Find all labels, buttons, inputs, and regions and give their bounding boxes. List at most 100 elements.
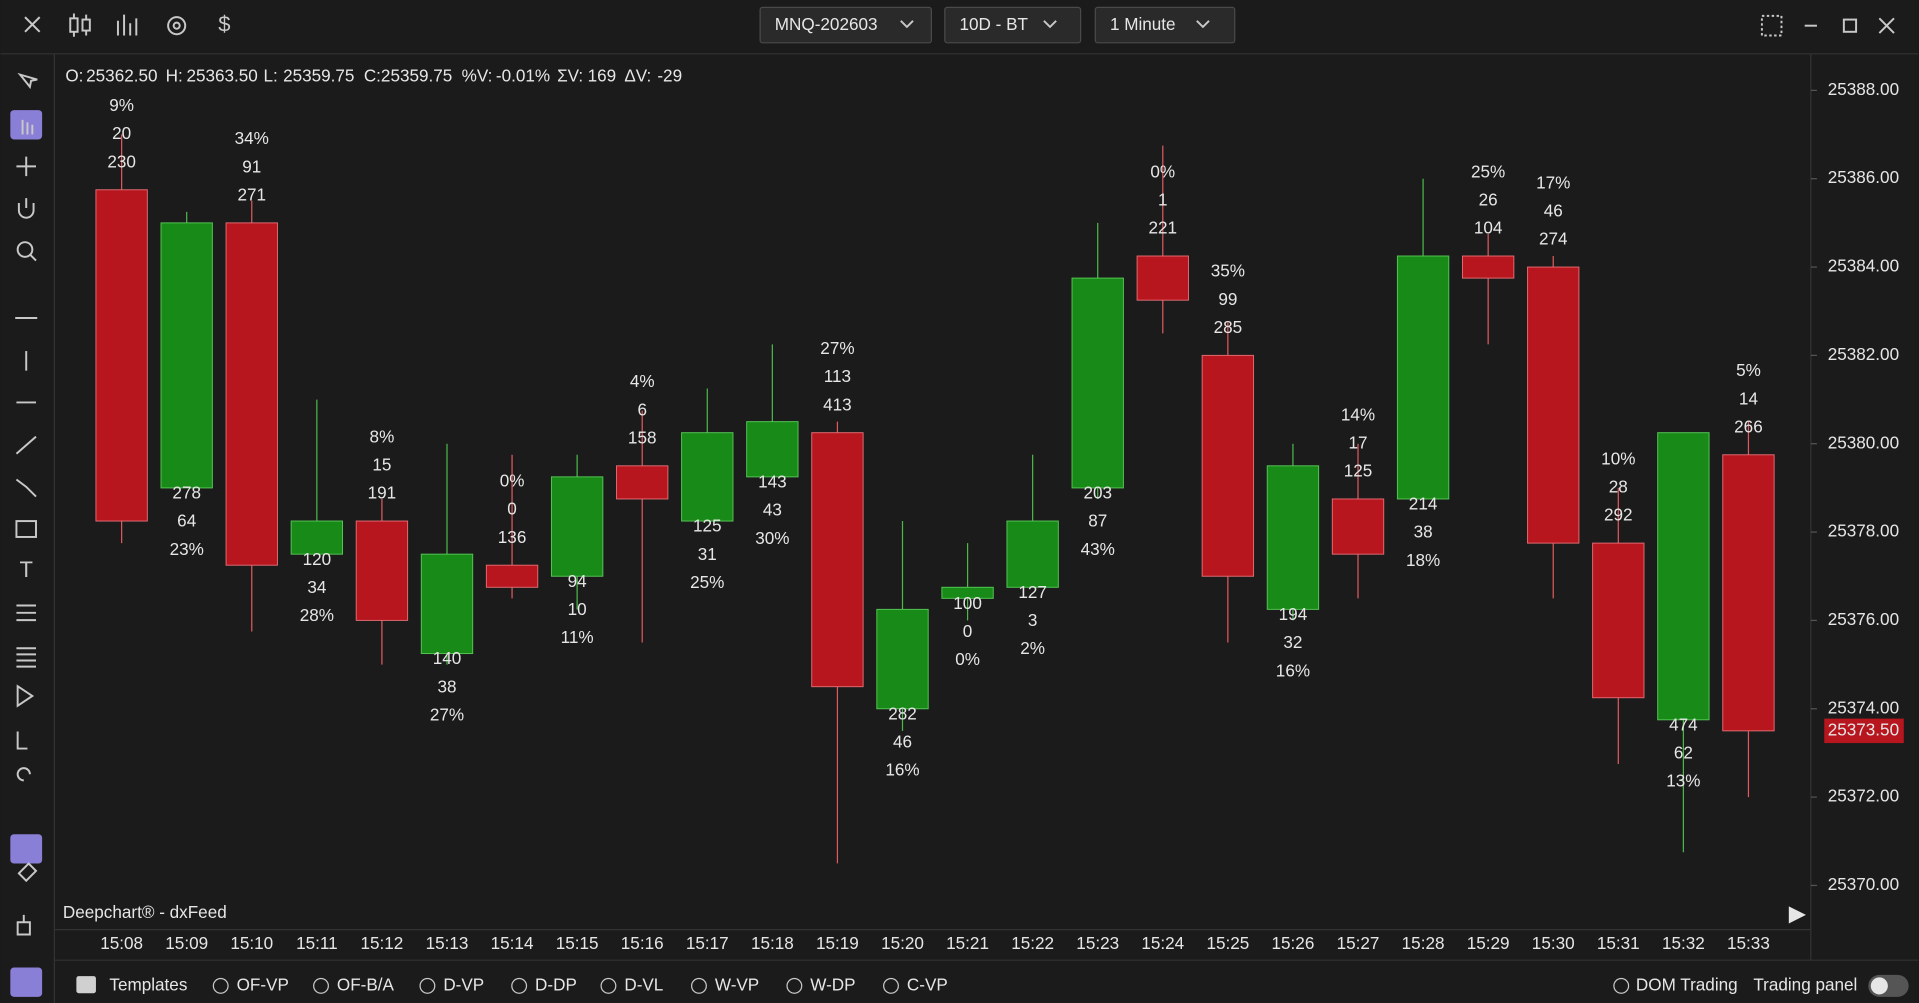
x-tick-label: 15:09 (165, 934, 208, 953)
delta-label: 26 (1479, 190, 1498, 209)
templates[interactable]: Templates (109, 975, 187, 994)
volume-label: 282 (888, 704, 917, 723)
delta-pct-label: 35% (1211, 262, 1245, 281)
x-tick-label: 15:08 (100, 934, 143, 953)
x-tick-label: 15:17 (686, 934, 729, 953)
radio[interactable] (600, 977, 617, 994)
fib-tool[interactable] (16, 604, 37, 622)
delta-pct-label: 28% (300, 606, 334, 625)
volume-icon[interactable] (116, 14, 138, 36)
x-tick-label: 15:31 (1597, 934, 1640, 953)
close-icon[interactable] (24, 16, 41, 33)
pointer-tool[interactable] (17, 72, 38, 90)
candle-body (1461, 255, 1515, 279)
template-option[interactable]: D-VL (624, 975, 663, 994)
delta-pct-label: 8% (370, 427, 395, 446)
radio[interactable] (786, 977, 803, 994)
ohlc-label: H: (166, 67, 183, 86)
x-tick-label: 15:10 (230, 934, 273, 953)
delta-pct-label: 25% (1471, 162, 1505, 181)
scroll-right[interactable] (1788, 906, 1806, 924)
dom-trading[interactable]: DOM Trading (1636, 975, 1738, 994)
trend-tool[interactable] (15, 435, 37, 455)
add-tool[interactable] (16, 914, 31, 936)
volume-label: 203 (1083, 484, 1112, 503)
zoom-tool[interactable] (16, 241, 34, 258)
crosshair-tool[interactable] (16, 156, 37, 177)
template-option[interactable]: OF-B/A (337, 975, 395, 994)
template-option[interactable]: W-VP (715, 975, 759, 994)
x-tick-label: 15:12 (361, 934, 404, 953)
path-tool[interactable] (15, 478, 37, 498)
order-tool[interactable] (16, 731, 28, 750)
ohlc-label: ΔV: (624, 67, 651, 86)
candle-body (1331, 498, 1385, 555)
delta-label: 87 (1088, 512, 1107, 531)
radio[interactable] (511, 977, 528, 994)
magnet-active[interactable] (10, 834, 43, 864)
window-close-icon[interactable] (1878, 17, 1895, 34)
candle-body (1201, 354, 1255, 577)
y-tick-label: 25374.00 (1828, 698, 1899, 717)
candle-body (160, 222, 213, 489)
template-dropdown[interactable] (944, 6, 1082, 44)
magnet-tool[interactable] (17, 198, 35, 219)
ohlc-value: 25363.50 (186, 67, 257, 86)
ohlc-label: O: (65, 67, 83, 86)
sl-tool[interactable] (16, 767, 31, 782)
candle-body (1006, 520, 1059, 588)
eraser-tool[interactable] (17, 862, 38, 883)
radio[interactable] (419, 977, 436, 994)
x-tick-label: 15:19 (816, 934, 859, 953)
ohlc-label: C: (364, 67, 381, 86)
ohlc-value: 25359.75 (283, 67, 354, 86)
maximize-icon[interactable] (1842, 18, 1858, 33)
play-tool[interactable] (16, 684, 35, 708)
x-tick-label: 15:26 (1272, 934, 1315, 953)
volume-label: 274 (1539, 230, 1568, 249)
symbol-dropdown[interactable] (759, 6, 932, 44)
radio[interactable] (212, 977, 229, 994)
x-tick-label: 15:15 (556, 934, 599, 953)
candle-body (225, 222, 278, 566)
volume-label: 127 (1018, 583, 1047, 602)
volume-label: 94 (568, 572, 588, 591)
rect-tool[interactable] (15, 520, 37, 538)
template-option[interactable]: C-VP (907, 975, 948, 994)
levels-tool[interactable] (16, 647, 37, 668)
delta-label: 43 (763, 501, 782, 520)
ohlc-value: -29 (657, 67, 682, 86)
settings-icon[interactable] (167, 16, 187, 36)
delta-label: 0 (507, 500, 517, 519)
template-option[interactable]: D-DP (535, 975, 577, 994)
y-tick-label: 25386.00 (1828, 168, 1899, 187)
interval: 1 Minute (1110, 15, 1176, 34)
volume-label: 136 (498, 528, 527, 547)
radio[interactable] (1613, 977, 1630, 994)
y-tick-label: 25378.00 (1828, 522, 1899, 541)
dollar-icon[interactable]: $ (218, 11, 230, 36)
interval-dropdown[interactable] (1094, 6, 1236, 44)
template: 10D - BT (960, 15, 1029, 34)
template-option[interactable]: D-VP (443, 975, 484, 994)
volume-label: 285 (1214, 318, 1243, 337)
template-option[interactable]: W-DP (810, 975, 855, 994)
text-tool[interactable]: T (19, 557, 32, 582)
ohlc-header: O: 25362.50 H: 25363.50 L: 25359.75 C: 25359.75… (65, 67, 682, 86)
y-tick-label: 25372.00 (1828, 787, 1899, 806)
candle-body (95, 189, 148, 522)
zoom-handle (29, 253, 37, 262)
radio[interactable] (313, 977, 329, 994)
hand-tool-active[interactable] (10, 110, 43, 140)
radio[interactable] (691, 977, 707, 994)
delta-label: 34 (307, 578, 327, 597)
x-tick-label: 15:14 (491, 934, 534, 953)
delta-label: 1 (1158, 190, 1168, 209)
radio[interactable] (883, 977, 899, 994)
layout-icon[interactable] (1760, 14, 1783, 37)
panel-toggle[interactable] (10, 967, 43, 997)
template-option[interactable]: OF-VP (237, 975, 289, 994)
delta-label: 38 (1414, 523, 1433, 542)
candles-icon[interactable] (69, 13, 91, 37)
